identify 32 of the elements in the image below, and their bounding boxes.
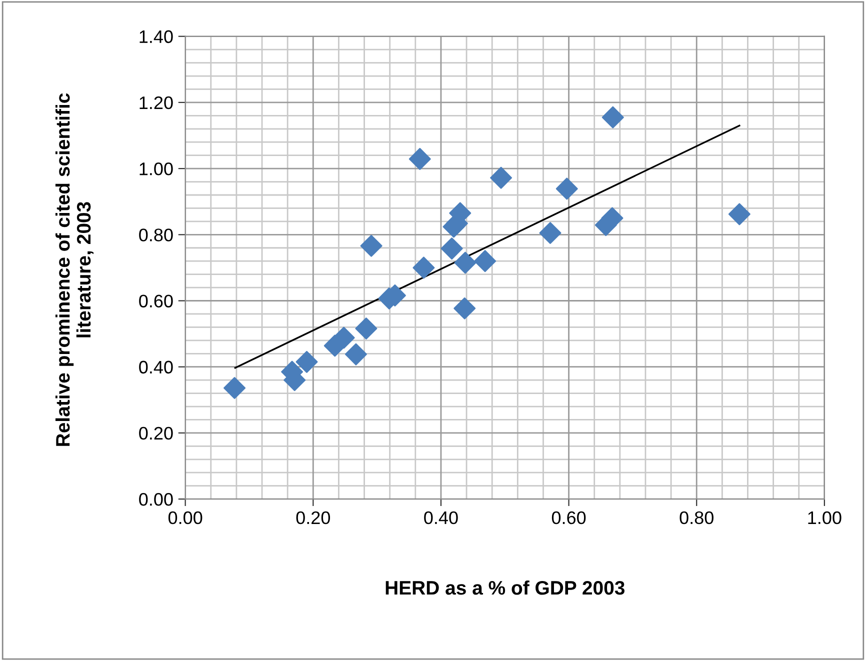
point	[344, 343, 367, 366]
point	[539, 222, 562, 244]
x-tick-label: 0.20	[296, 511, 330, 524]
point	[296, 350, 318, 373]
y-tick-label: 1.40	[140, 30, 173, 44]
y-tick-label: 0.60	[139, 294, 173, 308]
y-axis-title: Relative prominence of cited scientific literature, 2003	[55, 93, 94, 446]
y-tick-label: 0.20	[139, 426, 173, 440]
point	[556, 178, 578, 200]
y-tick-label: 0.00	[139, 492, 173, 506]
y-tick-label: 1.20	[140, 96, 173, 110]
y-tick-label: 0.40	[139, 360, 173, 374]
point	[728, 203, 750, 226]
x-tick-label: 1.00	[808, 511, 842, 524]
point	[224, 377, 246, 399]
point	[474, 250, 496, 272]
point	[360, 234, 382, 257]
x-tick-label: 0.80	[680, 511, 714, 524]
x-tick-label: 0.40	[424, 511, 458, 524]
y-tick-label: 0.80	[139, 228, 173, 242]
point	[412, 256, 435, 279]
point	[440, 238, 463, 260]
y-tick-label: 1.00	[140, 162, 173, 176]
point	[602, 106, 624, 128]
point	[490, 166, 512, 189]
x-tick-label: 0.00	[168, 511, 202, 524]
point	[454, 297, 476, 320]
point	[408, 148, 431, 170]
point	[454, 252, 476, 274]
x-tick-label: 0.60	[552, 511, 586, 524]
x-axis-title: HERD as a % of GDP 2003	[386, 580, 624, 595]
point	[355, 318, 378, 340]
